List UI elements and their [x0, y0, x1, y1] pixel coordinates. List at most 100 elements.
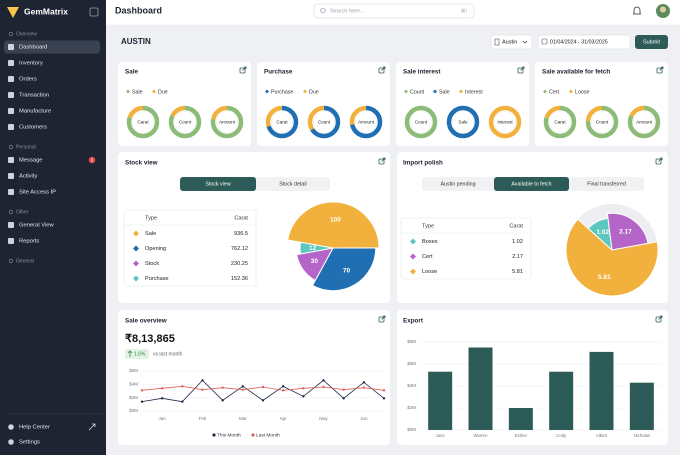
- nav-item[interactable]: General View: [19, 223, 55, 229]
- section-title: Personal: [16, 144, 36, 150]
- nav-item[interactable]: Orders: [19, 77, 37, 83]
- section-icon: [8, 258, 14, 264]
- line-point: [140, 389, 144, 392]
- collapse-icon[interactable]: [89, 7, 99, 17]
- line-point: [342, 388, 345, 391]
- tab[interactable]: Available to fetch: [511, 181, 551, 187]
- slice-label: 12: [309, 245, 317, 252]
- nav-item[interactable]: Settings: [19, 440, 40, 446]
- line-point: [362, 386, 366, 389]
- expand-icon[interactable]: [378, 316, 385, 323]
- expand-icon[interactable]: [517, 67, 524, 74]
- donut-inner: [313, 111, 335, 133]
- nav-item[interactable]: Manufacture: [19, 109, 51, 115]
- donut-label: Carat: [137, 120, 149, 125]
- column-header: Carat: [234, 215, 248, 221]
- y-tick-label: $6M: [129, 368, 138, 373]
- submit-label[interactable]: Submit: [643, 39, 661, 45]
- badge-count: 3: [91, 157, 94, 162]
- submit-button[interactable]: [635, 35, 668, 49]
- nav-item[interactable]: Message: [19, 158, 43, 164]
- location-title: AUSTIN: [121, 37, 151, 46]
- line-point: [160, 387, 164, 390]
- active-item-bg: [4, 40, 100, 54]
- nav-item[interactable]: Dashboard: [19, 45, 47, 51]
- active-tab[interactable]: [494, 177, 569, 191]
- expand-icon[interactable]: [655, 316, 662, 323]
- legend-marker: [126, 89, 130, 94]
- row-type: Purchase: [145, 276, 169, 282]
- x-tick-label: May: [319, 416, 328, 421]
- expand-icon[interactable]: [655, 158, 662, 165]
- pie-slice: [296, 247, 334, 282]
- page-title: Dashboard: [115, 5, 162, 15]
- donut-label: Count: [415, 120, 428, 125]
- legend-marker: [303, 89, 307, 94]
- legend-label: Sale: [439, 89, 450, 95]
- change-note: vs last month: [153, 352, 183, 358]
- donut-inner: [216, 111, 238, 133]
- line-point: [382, 389, 386, 392]
- line-point: [201, 388, 204, 391]
- nav-icon: [8, 238, 14, 244]
- line-point: [281, 385, 285, 388]
- row-type: Boxes: [422, 239, 438, 245]
- legend-marker: [459, 89, 463, 94]
- nav-item[interactable]: Transaction: [19, 93, 49, 99]
- donut-label: Interest: [497, 120, 513, 125]
- slice-label: 1.02: [596, 229, 609, 236]
- row-carat: 230.25: [231, 261, 248, 267]
- column-header: Type: [422, 223, 434, 229]
- nav-item[interactable]: Customers: [19, 125, 47, 131]
- search-box[interactable]: [313, 3, 475, 19]
- section-title: Overview: [16, 31, 37, 37]
- nav-item[interactable]: Help Center: [19, 425, 50, 431]
- section-title: Other: [16, 209, 29, 215]
- bar: [549, 371, 574, 430]
- bar: [589, 351, 614, 430]
- donut-label: Carat: [276, 120, 288, 125]
- row-carat: 1.02: [512, 239, 523, 245]
- x-tick-label: Warren: [474, 433, 489, 438]
- line-point: [322, 379, 325, 382]
- line-point: [140, 400, 144, 403]
- line-point: [261, 399, 265, 402]
- line-point: [181, 385, 184, 388]
- active-tab[interactable]: [180, 177, 256, 191]
- donut-label: Amount: [636, 120, 653, 125]
- expand-icon[interactable]: [378, 158, 385, 165]
- donut-inner: [271, 111, 293, 133]
- nav-icon: [8, 92, 14, 98]
- expand-icon[interactable]: [239, 67, 246, 74]
- donut-inner: [633, 111, 655, 133]
- bell-icon[interactable]: [633, 6, 641, 15]
- location-dropdown[interactable]: [490, 34, 533, 50]
- donut-segment: [404, 105, 438, 139]
- donut-segment: [168, 105, 202, 139]
- chevron: [522, 40, 528, 44]
- type-marker: [133, 230, 139, 237]
- y-tick-label: $0M: [129, 408, 138, 413]
- tab[interactable]: Austin pending: [440, 181, 475, 187]
- line-point: [362, 381, 366, 384]
- tab[interactable]: Stock detail: [279, 181, 306, 187]
- x-tick-label: Jan: [159, 416, 167, 421]
- row-type: Cert: [422, 254, 433, 260]
- donut-inner: [591, 111, 613, 133]
- tab[interactable]: Final transferred: [587, 181, 626, 187]
- line-point: [342, 397, 345, 400]
- nav-item[interactable]: Reports: [19, 239, 39, 245]
- nav-icon: [8, 189, 14, 195]
- nav-item[interactable]: Activity: [19, 174, 37, 180]
- nav-item[interactable]: Inventory: [19, 61, 43, 67]
- legend-label: Sale: [132, 89, 143, 95]
- type-marker: [410, 268, 416, 275]
- nav-item[interactable]: Site Access IP: [19, 190, 56, 196]
- donut-label: Count: [596, 120, 609, 125]
- tab[interactable]: Stock view: [205, 181, 230, 187]
- expand-icon[interactable]: [656, 67, 663, 74]
- date-picker[interactable]: [537, 34, 631, 50]
- nav-icon: [8, 173, 14, 179]
- expand-icon[interactable]: [378, 67, 385, 74]
- card-title: Sale interest: [403, 69, 441, 76]
